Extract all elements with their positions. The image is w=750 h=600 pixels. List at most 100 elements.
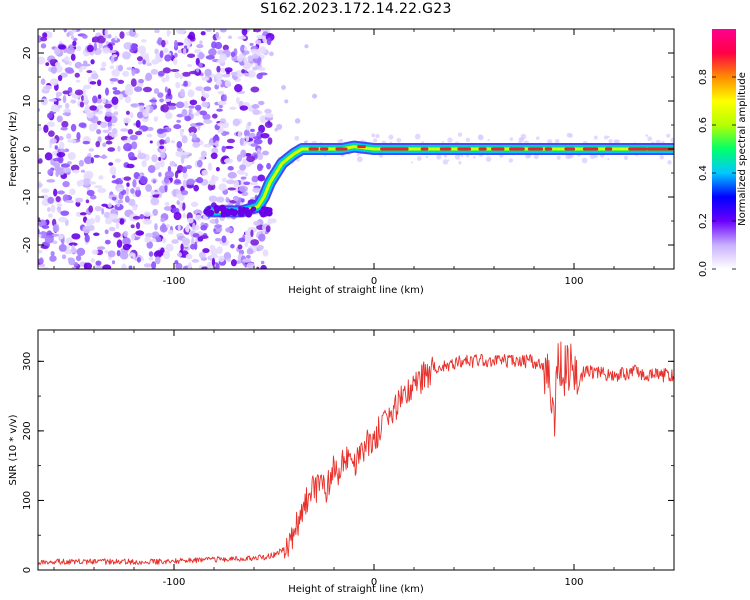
noise-blob (253, 29, 262, 33)
track-speckle (396, 137, 402, 143)
noise-blob (156, 128, 165, 135)
noise-blob (203, 119, 213, 124)
noise-blob (165, 243, 174, 252)
noise-blob (57, 74, 63, 82)
noise-blob (141, 160, 147, 168)
snr-series (38, 341, 674, 565)
track-speckle (670, 137, 674, 143)
snr-y-tick-label: 300 (22, 352, 33, 371)
noise-blob (159, 224, 168, 233)
noise-blob (116, 203, 120, 207)
track-speckle (447, 137, 453, 143)
noise-blob (112, 89, 121, 95)
noise-blob (79, 66, 87, 70)
noise-blob (82, 225, 91, 234)
noise-blob (167, 102, 177, 107)
noise-blob (65, 237, 73, 245)
noise-blob (176, 113, 184, 118)
noise-blob (252, 227, 258, 233)
noise-blob (40, 98, 49, 106)
track-speckle (441, 141, 445, 144)
noise-blob (83, 156, 93, 165)
spectrogram-y-tick-label: 0 (22, 146, 33, 152)
noise-blob (132, 252, 136, 260)
noise-blob (50, 66, 57, 74)
noise-blob (82, 34, 88, 39)
noise-blob (188, 108, 193, 114)
noise-blob (50, 251, 55, 257)
noise-blob (124, 195, 130, 203)
noise-blob (267, 137, 273, 145)
noise-blob (48, 213, 53, 219)
noise-blob (97, 187, 107, 193)
noise-blob (176, 141, 183, 149)
noise-blob (101, 61, 107, 68)
noise-blob (252, 66, 258, 71)
noise-blob (128, 265, 133, 269)
noise-blob (84, 105, 91, 114)
noise-blob (123, 143, 133, 152)
noise-blob (163, 206, 172, 211)
noise-blob (189, 99, 198, 106)
noise-blob (89, 105, 97, 111)
noise-blob (121, 263, 127, 269)
noise-blob (164, 54, 172, 62)
noise-blob (50, 104, 59, 113)
noise-blob (200, 150, 207, 158)
noise-blob (93, 42, 98, 52)
noise-blob (185, 253, 193, 260)
noise-blob (222, 177, 227, 183)
noise-blob (183, 47, 187, 55)
noise-blob (146, 133, 153, 138)
noise-blob (38, 108, 41, 112)
noise-blob (152, 191, 161, 195)
noise-blob (160, 217, 166, 223)
noise-blob (83, 94, 88, 103)
noise-blob (190, 237, 195, 247)
noise-blob (114, 203, 124, 211)
noise-blob (65, 102, 70, 109)
noise-blob (58, 141, 65, 149)
noise-blob (104, 29, 108, 36)
noise-blob (173, 211, 182, 221)
track-speckle (554, 138, 560, 144)
noise-blob (112, 87, 118, 91)
noise-blob (175, 262, 183, 269)
track-speckle (581, 157, 588, 164)
noise-blob (74, 89, 84, 96)
noise-blob (257, 152, 264, 161)
noise-blob (243, 56, 248, 65)
noise-blob (56, 203, 63, 207)
noise-blob (108, 226, 116, 232)
track-speckle (607, 158, 610, 161)
noise-blob (230, 71, 238, 76)
noise-blob (114, 158, 122, 163)
noise-blob (252, 187, 261, 193)
track-speckle (425, 155, 429, 159)
noise-blob (230, 243, 235, 249)
noise-blob (63, 108, 72, 114)
noise-blob (152, 208, 159, 216)
noise-blob (86, 70, 93, 74)
noise-blob (227, 171, 237, 179)
noise-blob (130, 43, 138, 52)
noise-blob (99, 155, 108, 159)
noise-blob (250, 143, 259, 147)
noise-blob (182, 238, 191, 245)
noise-blob (118, 93, 124, 100)
noise-blob (241, 29, 248, 36)
noise-blob (154, 48, 159, 55)
noise-blob (137, 61, 143, 65)
snr-x-tick-label: 100 (564, 577, 583, 588)
noise-blob (242, 258, 252, 263)
noise-blob (56, 115, 63, 123)
noise-blob (42, 32, 48, 39)
noise-blob (218, 104, 223, 109)
track-band (208, 145, 674, 213)
noise-blob (56, 151, 66, 158)
colorbar-label: Normalized spectral amplitude (737, 72, 748, 226)
noise-blob (129, 29, 137, 37)
track-speckle (473, 155, 476, 159)
